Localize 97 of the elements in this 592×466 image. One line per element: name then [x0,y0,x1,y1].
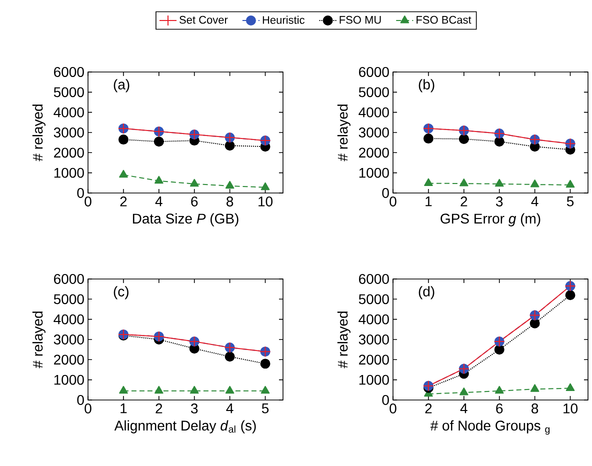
x-tick-label: 6 [191,196,198,206]
y-tick-label: 2000 [54,148,84,158]
y-tick-label: 3000 [54,128,84,138]
x-tick-label: 3 [191,404,198,414]
x-axis-title: Alignment Delay d$_{al}$ (s) [114,420,256,434]
point [566,180,575,188]
x-axis-title: Data Size P (GB) [132,213,238,226]
point [494,178,504,187]
x-tick-label: 2 [156,404,162,414]
point [118,134,128,145]
point [119,170,128,178]
point [424,178,433,186]
point [154,136,164,147]
x-axis-title: GPS Error g (m) [440,213,540,226]
x-tick-label: 5 [566,196,574,206]
y-tick-label: 1000 [359,168,389,178]
y-tick-label: 1000 [54,168,84,178]
y-tick-label: 5000 [54,294,84,304]
point [423,134,434,144]
point [224,352,235,362]
y-tick-label: 3000 [54,334,84,344]
legend-label: Set Cover [180,16,228,24]
y-tick-label: 6000 [54,67,84,77]
annotation: (a) [114,79,130,92]
x-tick-label: 4 [226,404,234,414]
point [460,388,468,396]
point [119,386,128,394]
point [530,180,540,188]
x-tick-label: 2 [460,196,468,206]
y-tick-label: 0 [77,395,84,405]
x-tick-label: 1 [426,196,432,206]
x-tick-label: 3 [496,196,503,206]
y-tick-label: 4000 [54,107,84,118]
point [494,386,504,394]
y-tick-label: 6000 [54,274,84,284]
y-tick-label: 0 [382,188,389,198]
x-tick-label: 0 [390,404,396,414]
x-tick-label: 10 [564,404,578,414]
legend-label: FSO MU [340,16,381,24]
x-tick-label: 4 [155,196,162,206]
x-tick-label: 6 [496,404,503,414]
point [225,180,234,189]
y-axis-title: # relayed [32,104,46,162]
annotation: (b) [418,79,434,92]
point [260,182,270,190]
y-tick-label: 3000 [358,334,389,344]
x-tick-label: 2 [120,196,127,206]
x-tick-label: 0 [84,196,92,206]
y-tick-label: 0 [77,188,84,198]
y-tick-label: 1000 [359,374,389,385]
point [225,386,234,394]
y-tick-label: 6000 [359,274,389,284]
point [260,386,270,394]
y-tick-label: 4000 [54,314,84,324]
y-tick-label: 4000 [358,314,389,324]
x-tick-label: 10 [258,196,273,206]
x-tick-label: 2 [425,404,432,414]
y-tick-label: 2000 [359,354,389,365]
annotation: (c) [114,286,128,300]
y-tick-label: 6000 [359,67,389,77]
point [530,384,540,392]
x-tick-label: 8 [532,404,538,414]
y-axis-title: # relayed [32,312,46,368]
point [460,178,468,186]
point [190,178,199,187]
point [494,136,504,147]
y-tick-label: 2000 [54,354,84,365]
x-tick-label: 5 [262,404,269,414]
x-tick-label: 4 [531,196,538,206]
point [154,386,164,394]
y-tick-label: 5000 [358,87,389,98]
point [494,344,504,355]
x-tick-label: 0 [390,196,396,206]
legend-label: FSO BCast [416,16,472,24]
y-tick-label: 5000 [54,87,84,98]
point [566,383,575,392]
x-tick-label: 4 [460,404,468,414]
y-axis-title: # relayed [337,312,350,368]
point [565,290,576,300]
y-tick-label: 5000 [358,294,389,304]
y-axis-title: # relayed [337,104,350,162]
annotation: (d) [418,286,434,300]
x-tick-label: 1 [120,404,127,414]
y-tick-label: 2000 [359,148,389,158]
x-axis-title: # of Node Groups $_{g}$ [430,420,550,435]
x-tick-label: 0 [84,404,92,414]
y-tick-label: 1000 [54,374,84,385]
y-tick-label: 3000 [358,128,389,138]
point [154,176,164,184]
x-tick-label: 8 [226,196,234,206]
point [190,386,199,394]
point [458,134,469,144]
point [224,140,235,151]
point [260,358,270,369]
y-tick-label: 0 [382,395,389,405]
legend-label: Heuristic [262,16,304,24]
y-tick-label: 4000 [358,107,389,118]
